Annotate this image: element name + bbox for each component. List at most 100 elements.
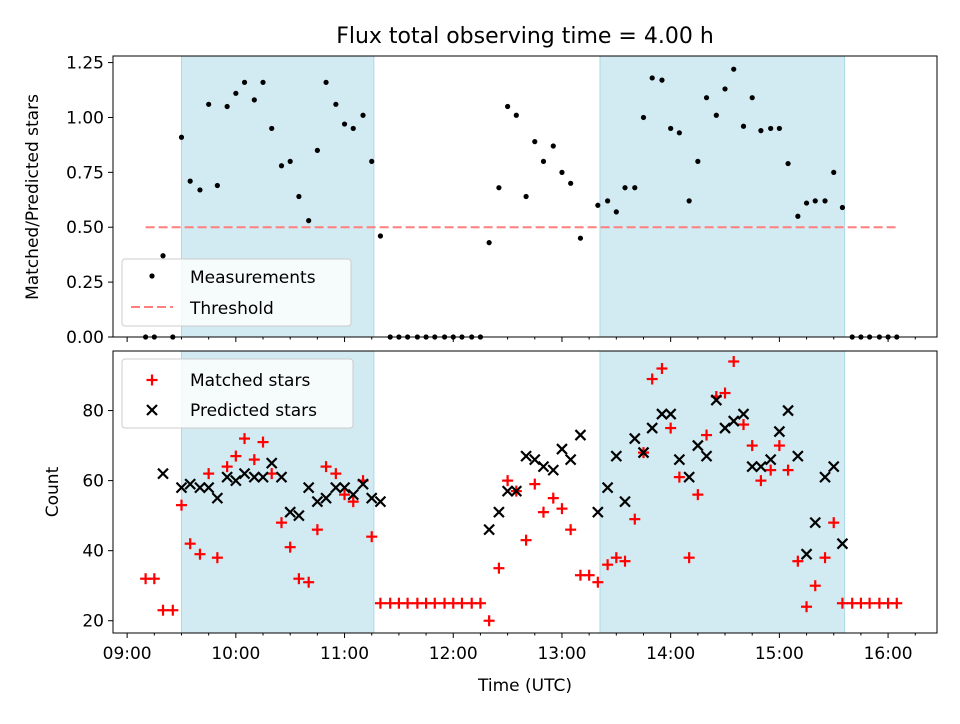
predicted-stars-point bbox=[302, 481, 315, 494]
legend-threshold-label: Threshold bbox=[189, 299, 274, 319]
measurement-point bbox=[224, 103, 230, 110]
predicted-stars-point bbox=[792, 450, 804, 462]
legend-predicted-stars-label: Predicted stars bbox=[190, 401, 317, 421]
measurement-point bbox=[822, 198, 828, 204]
ratio-panel-y-tick-label: 0.25 bbox=[66, 273, 104, 293]
matched-stars-point bbox=[728, 356, 740, 368]
x-tick-label: 14:00 bbox=[646, 644, 695, 664]
measurement-point bbox=[668, 125, 674, 132]
count-panel-shaded-intervals bbox=[180, 350, 846, 634]
matched-stars-point bbox=[701, 429, 713, 441]
measurement-point bbox=[595, 202, 601, 208]
predicted-stars-point bbox=[773, 425, 786, 438]
matched-stars-point bbox=[602, 559, 614, 571]
ratio-panel-y-tick-label: 0.75 bbox=[66, 163, 104, 183]
predicted-stars-point bbox=[211, 492, 224, 504]
ratio-panel-frame bbox=[112, 55, 938, 338]
count-panel-frame bbox=[112, 350, 938, 634]
matched-stars-point bbox=[148, 573, 160, 585]
predicted-stars-point bbox=[529, 453, 541, 466]
matched-stars-point bbox=[374, 597, 386, 609]
matched-stars-point bbox=[773, 440, 785, 452]
matched-stars-point bbox=[167, 604, 179, 616]
matched-stars-point bbox=[366, 531, 378, 543]
matched-stars-point bbox=[221, 461, 233, 473]
measurement-point bbox=[749, 95, 755, 101]
matched-stars-point bbox=[339, 489, 351, 501]
measurement-point bbox=[649, 75, 655, 81]
predicted-stars-point bbox=[365, 492, 378, 504]
measurement-point bbox=[278, 163, 285, 169]
matched-stars-point bbox=[619, 555, 631, 567]
ratio-panel-y-tick-label: 1.25 bbox=[66, 54, 104, 74]
measurement-point bbox=[251, 97, 257, 103]
matched-stars-point bbox=[483, 615, 495, 627]
measurement-point bbox=[360, 112, 366, 118]
predicted-stars-point bbox=[664, 408, 677, 420]
predicted-stars-point bbox=[257, 471, 269, 483]
predicted-stars-point bbox=[184, 478, 196, 490]
matched-stars-point bbox=[520, 534, 532, 546]
measurement-point bbox=[260, 79, 266, 85]
predicted-stars-point bbox=[656, 408, 668, 420]
measurement-point bbox=[350, 125, 356, 132]
measurement-point bbox=[785, 160, 791, 167]
ratio-panel-data bbox=[143, 66, 900, 340]
matched-stars-point bbox=[311, 524, 323, 536]
measurement-point bbox=[523, 193, 529, 200]
matched-stars-point bbox=[230, 450, 242, 462]
predicted-stars-point bbox=[737, 408, 750, 420]
predicted-stars-point bbox=[764, 453, 777, 466]
predicted-stars-point bbox=[827, 460, 840, 473]
predicted-stars-point bbox=[755, 460, 767, 473]
predicted-stars-point bbox=[157, 467, 169, 480]
predicted-stars-point bbox=[646, 422, 658, 434]
count-panel-y-tick-label: 80 bbox=[82, 402, 104, 422]
predicted-stars-point bbox=[683, 471, 695, 483]
ratio-panel-y-axis-label: Matched/Predicted stars bbox=[23, 94, 43, 300]
matched-stars-point bbox=[836, 597, 848, 609]
x-tick-label: 13:00 bbox=[537, 644, 586, 664]
predicted-stars-point bbox=[782, 404, 794, 417]
count-panel-axes: 20 40 60 80 09:00 10:00 11:00 12:00 13:00 14:00 15… bbox=[82, 402, 916, 664]
measurement-point bbox=[703, 95, 710, 101]
predicted-stars-point bbox=[637, 446, 650, 459]
measurement-point bbox=[333, 101, 339, 107]
matched-stars-point bbox=[828, 517, 840, 529]
predicted-stars-point bbox=[592, 506, 604, 518]
measurement-point bbox=[233, 90, 239, 96]
matched-stars-point bbox=[429, 597, 441, 609]
matched-stars-point bbox=[646, 373, 658, 385]
matched-stars-point bbox=[765, 464, 777, 476]
predicted-stars-point bbox=[547, 464, 560, 476]
matched-stars-point bbox=[864, 597, 876, 609]
matched-stars-point bbox=[592, 576, 604, 588]
predicted-stars-point bbox=[248, 471, 261, 483]
measurement-point bbox=[731, 66, 737, 72]
measurement-point bbox=[577, 235, 584, 241]
measurement-point bbox=[740, 123, 747, 129]
matched-stars-point bbox=[275, 517, 287, 529]
measurement-point bbox=[776, 125, 782, 132]
predicted-stars-point bbox=[275, 471, 288, 483]
matched-stars-point bbox=[746, 440, 758, 452]
predicted-stars-point bbox=[619, 495, 631, 508]
predicted-stars-point bbox=[601, 481, 614, 494]
x-tick-label: 12:00 bbox=[429, 644, 478, 664]
matched-stars-point bbox=[782, 464, 794, 476]
matched-stars-point bbox=[320, 461, 332, 473]
measurement-point bbox=[287, 158, 293, 164]
predicted-stars-point bbox=[700, 450, 713, 462]
count-panel-shaded-interval bbox=[599, 350, 846, 634]
matched-stars-point bbox=[565, 524, 577, 536]
legend-measurements-marker bbox=[149, 273, 155, 279]
x-tick-label: 16:00 bbox=[864, 644, 913, 664]
measurement-point bbox=[803, 200, 810, 206]
measurement-point bbox=[513, 112, 519, 118]
measurement-point bbox=[496, 185, 502, 191]
matched-stars-point bbox=[792, 555, 804, 567]
matched-stars-point bbox=[248, 454, 260, 466]
measurement-point bbox=[768, 125, 774, 132]
matched-stars-point bbox=[184, 538, 196, 550]
